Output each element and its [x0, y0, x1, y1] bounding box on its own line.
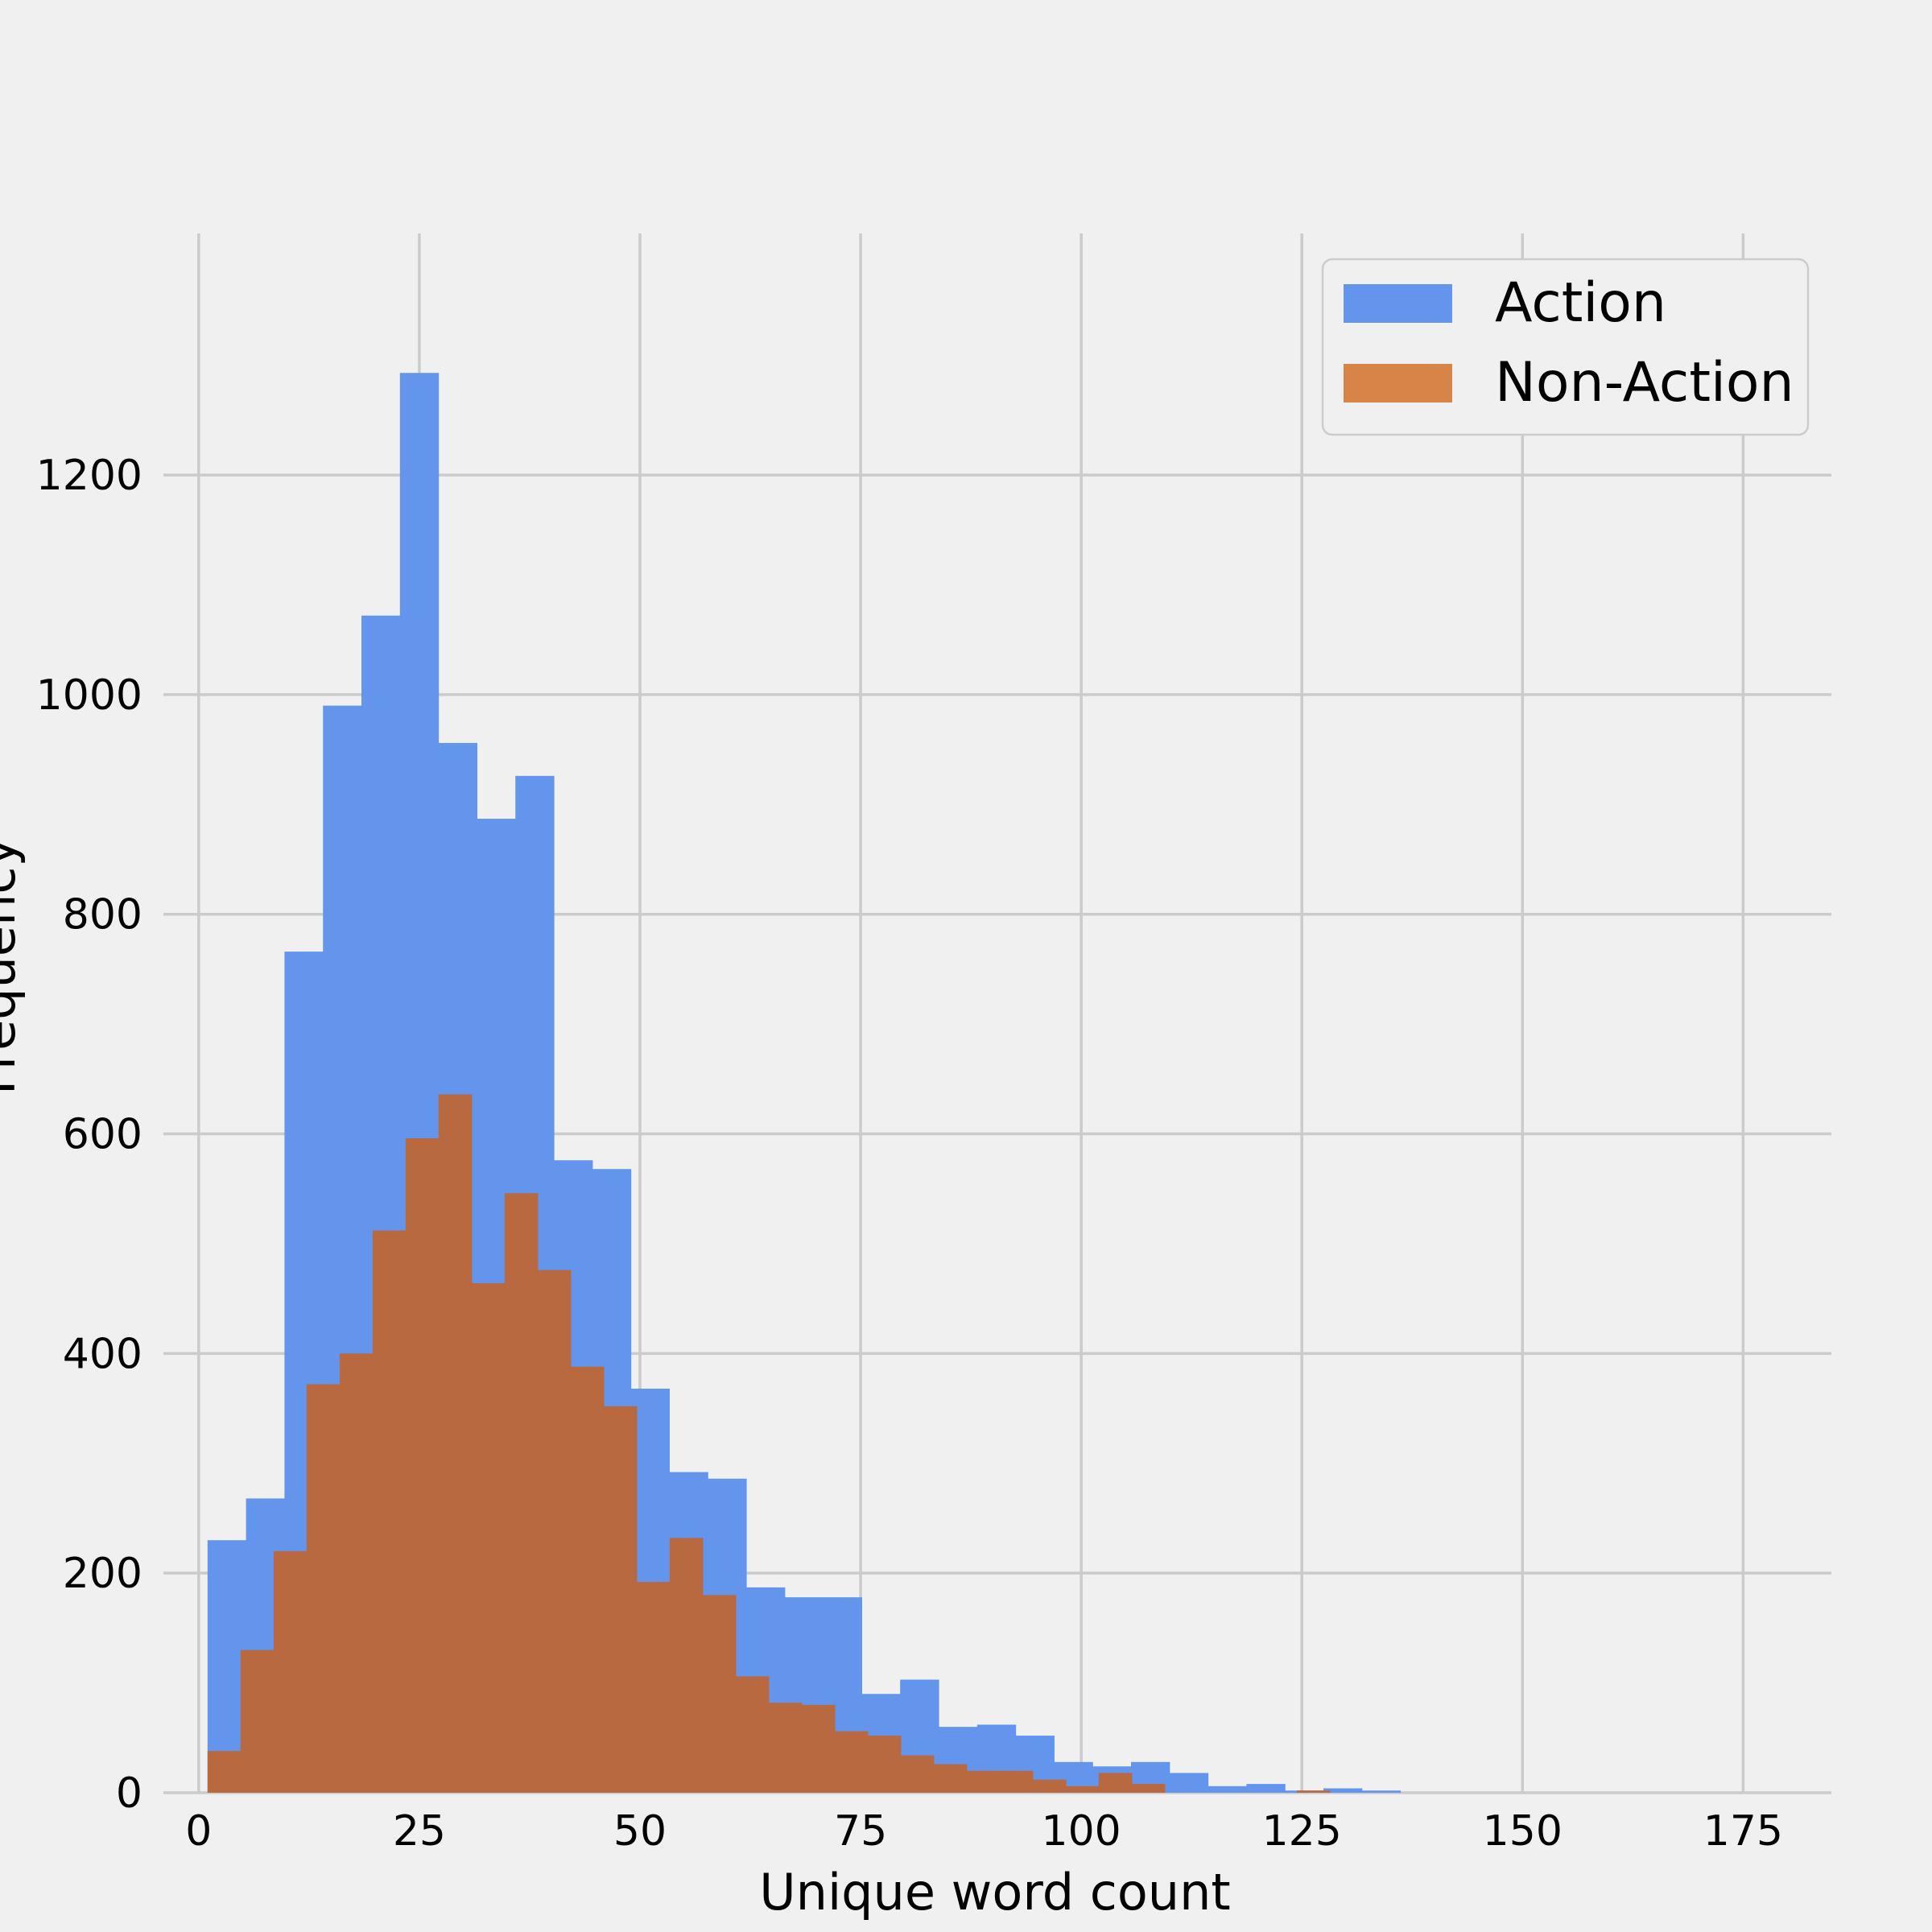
non-action-bar	[273, 1550, 308, 1793]
x-tick-label: 100	[1042, 1807, 1121, 1856]
non-action-bar	[702, 1595, 737, 1793]
x-axis-label: Unique word count	[759, 1863, 1230, 1922]
non-action-bar	[735, 1676, 770, 1793]
non-action-bars	[207, 1094, 1331, 1793]
non-action-bar	[966, 1770, 1001, 1793]
legend: Action Non-Action	[1321, 258, 1810, 436]
non-action-bar	[570, 1366, 605, 1793]
non-action-bar	[1098, 1773, 1133, 1793]
non-action-bar	[306, 1384, 341, 1793]
non-action-bar	[1032, 1779, 1067, 1793]
action-bar	[1208, 1785, 1247, 1793]
legend-swatch-non-action	[1344, 364, 1452, 402]
legend-label-non-action: Non-Action	[1495, 351, 1794, 415]
non-action-bar	[372, 1230, 407, 1793]
y-tick-label: 0	[116, 1769, 142, 1818]
y-tick-label: 600	[63, 1111, 142, 1159]
y-tick-label: 1200	[36, 452, 142, 500]
non-action-bar	[603, 1406, 638, 1793]
non-action-bar	[636, 1582, 671, 1793]
non-action-bar	[339, 1353, 374, 1793]
non-action-bar	[438, 1094, 473, 1793]
y-tick-label: 800	[63, 891, 142, 939]
y-tick-label: 400	[63, 1330, 142, 1378]
non-action-bar	[669, 1538, 704, 1793]
non-action-bar	[900, 1755, 935, 1793]
x-tick-label: 125	[1262, 1807, 1342, 1856]
non-action-bar	[801, 1704, 836, 1793]
x-tick-label: 150	[1483, 1807, 1563, 1856]
legend-swatch-action	[1344, 284, 1452, 323]
non-action-bar	[207, 1751, 242, 1793]
non-action-bar	[768, 1703, 803, 1793]
legend-label-action: Action	[1495, 271, 1666, 335]
action-bar	[207, 1540, 247, 1793]
non-action-bar	[1296, 1790, 1331, 1793]
x-tick-label: 25	[393, 1807, 446, 1856]
x-tick-label: 175	[1703, 1807, 1783, 1856]
non-action-bar	[867, 1736, 902, 1793]
non-action-bar	[999, 1770, 1034, 1793]
non-action-bar	[933, 1764, 968, 1793]
non-action-bar	[537, 1269, 572, 1793]
y-axis-label: Frequency	[0, 837, 27, 1095]
x-tick-labels: 0 25 50 75 100 125 150 175	[185, 1807, 1783, 1856]
action-bar	[1361, 1790, 1402, 1793]
y-tick-labels: 0 200 400 600 800 1000 1200	[36, 452, 142, 1818]
y-tick-label: 200	[63, 1550, 142, 1598]
non-action-bar	[240, 1649, 275, 1793]
x-tick-label: 50	[613, 1807, 667, 1856]
y-tick-label: 1000	[36, 671, 142, 720]
action-bar	[1323, 1788, 1363, 1793]
non-action-bar	[405, 1138, 440, 1793]
non-action-bar	[1131, 1784, 1166, 1793]
non-action-bar	[834, 1731, 869, 1793]
non-action-bar	[471, 1283, 506, 1793]
action-bar	[1246, 1784, 1286, 1793]
x-tick-label: 75	[834, 1807, 887, 1856]
x-tick-label: 0	[185, 1807, 212, 1856]
non-action-bar	[1065, 1785, 1100, 1793]
action-bar	[1169, 1773, 1209, 1793]
non-action-bar	[504, 1193, 539, 1793]
